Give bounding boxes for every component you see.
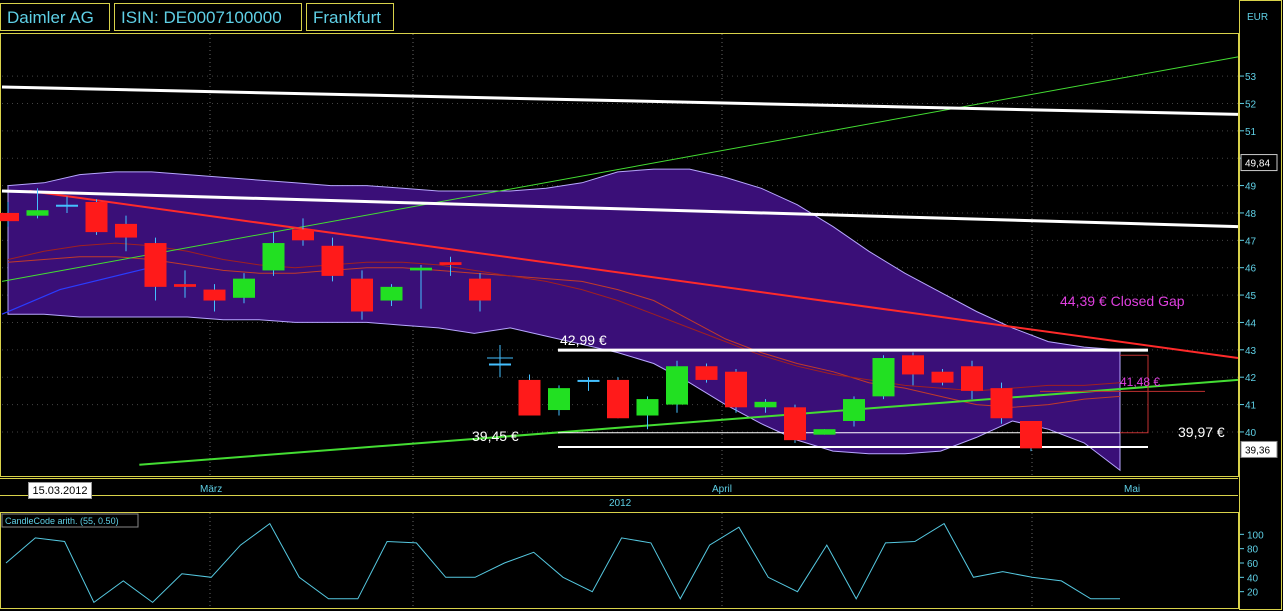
- candle-body[interactable]: [439, 262, 462, 265]
- bollinger-band: [7, 168, 1121, 472]
- candle-body[interactable]: [85, 201, 108, 233]
- last-price-tag-box: [1240, 440, 1278, 458]
- y-tick-label: 45: [1245, 291, 1257, 302]
- y-tick-label: 46: [1245, 264, 1257, 275]
- closed-gap-label: 44,39 € Closed Gap: [1060, 293, 1185, 309]
- isin-label: ISIN: DE0007100000: [114, 3, 302, 31]
- candle-body[interactable]: [872, 358, 895, 397]
- y-tick-label: 42: [1245, 373, 1257, 384]
- currency-label: EUR: [1247, 12, 1268, 23]
- y-tick-label: 53: [1245, 72, 1257, 83]
- candle-body[interactable]: [607, 379, 629, 419]
- gap-bracket: [1120, 354, 1149, 434]
- candle-body[interactable]: [469, 278, 491, 301]
- indicator-y-tick-label: 100: [1247, 530, 1264, 541]
- candle-body[interactable]: [843, 399, 865, 421]
- candlecode-line: [5, 522, 1120, 604]
- candle-body[interactable]: [26, 210, 49, 216]
- current-price-tag-box: [1240, 154, 1278, 172]
- candle-body[interactable]: [1020, 420, 1042, 449]
- y-tick-label: 43: [1245, 346, 1257, 357]
- candle-body[interactable]: [931, 371, 954, 383]
- current-price-tag: 49,84: [1245, 159, 1270, 170]
- y-tick-label: 41: [1245, 401, 1257, 412]
- candle-body[interactable]: [754, 401, 777, 408]
- exchange-label: Frankfurt: [306, 3, 394, 31]
- y-tick-label: 49: [1245, 182, 1257, 193]
- y-tick-label: 48: [1245, 209, 1257, 220]
- candle-body[interactable]: [725, 371, 747, 408]
- moving-average-line-2: [7, 242, 1121, 392]
- lower-band-blue-line: [1, 267, 151, 315]
- trendline-green-rising-top[interactable]: [1, 56, 1239, 282]
- candle-body[interactable]: [695, 366, 718, 380]
- indicator-y-tick-label: 40: [1247, 573, 1259, 584]
- indicator-y-tick-label: 80: [1247, 545, 1259, 556]
- x-year-label: 2012: [609, 498, 632, 509]
- candle-body[interactable]: [784, 407, 806, 441]
- candle-body[interactable]: [174, 284, 196, 287]
- candle-body[interactable]: [56, 204, 78, 207]
- y-tick-label: 40: [1245, 428, 1257, 439]
- y-tick-label: 47: [1245, 236, 1257, 247]
- y-tick-label: 52: [1245, 99, 1257, 110]
- indicator-label: CandleCode arith. (55, 0.50): [5, 516, 119, 526]
- trendline-red-resistance[interactable]: [29, 190, 1239, 360]
- level-39-97-label: 39,97 €: [1178, 424, 1225, 440]
- y-tick-label: 51: [1245, 127, 1257, 138]
- candle-body[interactable]: [115, 223, 137, 238]
- candle-body[interactable]: [813, 429, 836, 435]
- candle-body[interactable]: [203, 289, 226, 301]
- x-month-label: Mai: [1124, 484, 1140, 495]
- candle-body[interactable]: [577, 379, 600, 382]
- moving-average-line: [7, 256, 1121, 408]
- candle-body[interactable]: [262, 243, 285, 271]
- candle-body[interactable]: [380, 286, 403, 301]
- trendline-white-upper[interactable]: [1, 85, 1239, 116]
- resistance-label: 42,99 €: [560, 332, 607, 348]
- candle-body[interactable]: [518, 379, 541, 416]
- indicator-y-tick-label: 60: [1247, 559, 1259, 570]
- candle-body[interactable]: [321, 245, 344, 276]
- indicator-frame: [0, 512, 1239, 609]
- indicator-label-box: [1, 513, 139, 528]
- level-41-48-label: 41,48 €: [1120, 375, 1160, 389]
- price-plot-frame: [0, 33, 1239, 477]
- candle-body[interactable]: [961, 366, 983, 391]
- y-tick-label: 44: [1245, 318, 1257, 329]
- x-month-label: April: [712, 484, 732, 495]
- candle-body[interactable]: [636, 399, 659, 416]
- candle-body[interactable]: [292, 229, 314, 241]
- candle-body[interactable]: [0, 212, 19, 222]
- crosshair-date-tag: 15.03.2012: [28, 482, 92, 499]
- candle-body[interactable]: [233, 278, 255, 298]
- candle-body[interactable]: [990, 388, 1013, 419]
- x-month-label: März: [200, 484, 222, 495]
- candle-body[interactable]: [351, 278, 373, 312]
- indicator-y-tick-label: 20: [1247, 588, 1259, 599]
- candle-body[interactable]: [410, 267, 432, 271]
- candle-body[interactable]: [666, 366, 688, 405]
- price-axis-frame: [1239, 0, 1282, 610]
- support-label: 39,45 €: [472, 428, 519, 444]
- candle-body[interactable]: [548, 388, 570, 411]
- trendline-white-lower[interactable]: [1, 189, 1239, 229]
- trendline-green-support[interactable]: [139, 378, 1239, 466]
- candle-body[interactable]: [902, 355, 924, 375]
- candle-body[interactable]: [144, 243, 167, 287]
- last-price-tag: 39,36: [1245, 445, 1270, 456]
- instrument-name: Daimler AG: [0, 3, 110, 31]
